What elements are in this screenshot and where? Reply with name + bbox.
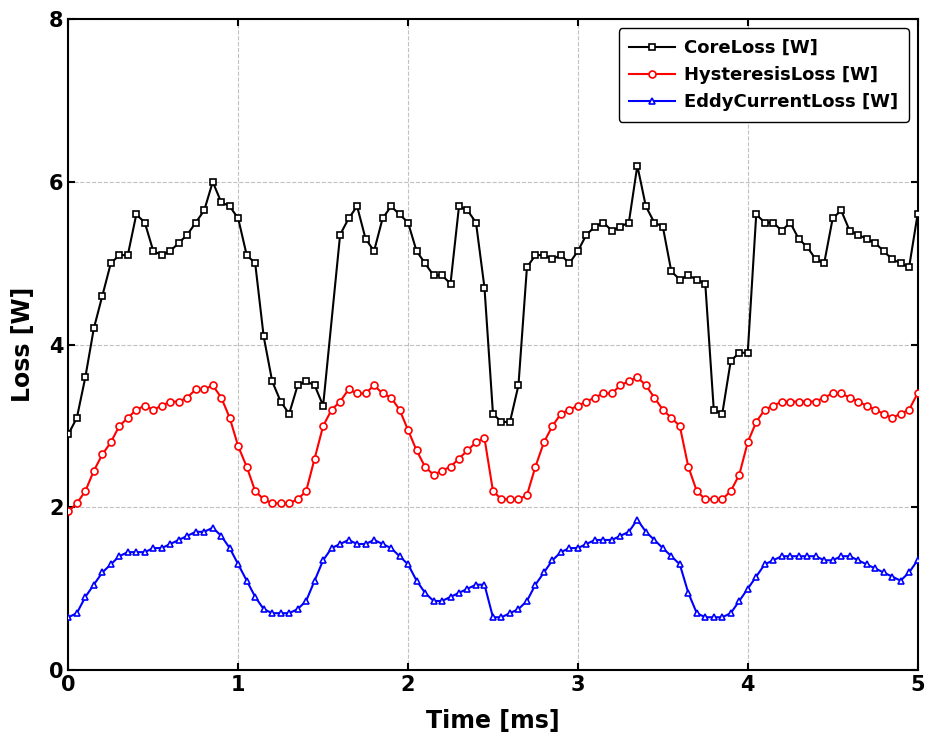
HysteresisLoss [W] (275, 498, 286, 507)
HysteresisLoss [W] (123, 414, 134, 423)
CoreLoss [W] (224, 202, 235, 211)
HysteresisLoss [W] (709, 495, 720, 504)
Line: CoreLoss [W]: CoreLoss [W] (65, 162, 921, 437)
HysteresisLoss [W] (572, 401, 583, 410)
EddyCurrentLoss [W] (453, 589, 464, 597)
Line: HysteresisLoss [W]: HysteresisLoss [W] (65, 373, 921, 515)
CoreLoss [W] (878, 246, 889, 255)
HysteresisLoss [W] (453, 454, 464, 463)
Y-axis label: Loss [W]: Loss [W] (11, 287, 36, 403)
EddyCurrentLoss [W] (632, 515, 643, 524)
EddyCurrentLoss [W] (275, 609, 286, 618)
EddyCurrentLoss [W] (572, 544, 583, 553)
CoreLoss [W] (632, 161, 643, 170)
EddyCurrentLoss [W] (665, 552, 677, 561)
EddyCurrentLoss [W] (912, 556, 923, 565)
HysteresisLoss [W] (63, 507, 74, 516)
EddyCurrentLoss [W] (709, 613, 720, 622)
CoreLoss [W] (912, 210, 923, 219)
X-axis label: Time [ms]: Time [ms] (426, 709, 560, 733)
CoreLoss [W] (853, 231, 864, 240)
Line: EddyCurrentLoss [W]: EddyCurrentLoss [W] (65, 516, 921, 620)
HysteresisLoss [W] (665, 414, 677, 423)
HysteresisLoss [W] (912, 389, 923, 398)
Legend: CoreLoss [W], HysteresisLoss [W], EddyCurrentLoss [W]: CoreLoss [W], HysteresisLoss [W], EddyCu… (619, 28, 909, 122)
HysteresisLoss [W] (632, 373, 643, 382)
CoreLoss [W] (572, 246, 583, 255)
CoreLoss [W] (63, 430, 74, 439)
CoreLoss [W] (505, 417, 516, 426)
EddyCurrentLoss [W] (63, 613, 74, 622)
EddyCurrentLoss [W] (123, 548, 134, 557)
CoreLoss [W] (258, 332, 270, 341)
